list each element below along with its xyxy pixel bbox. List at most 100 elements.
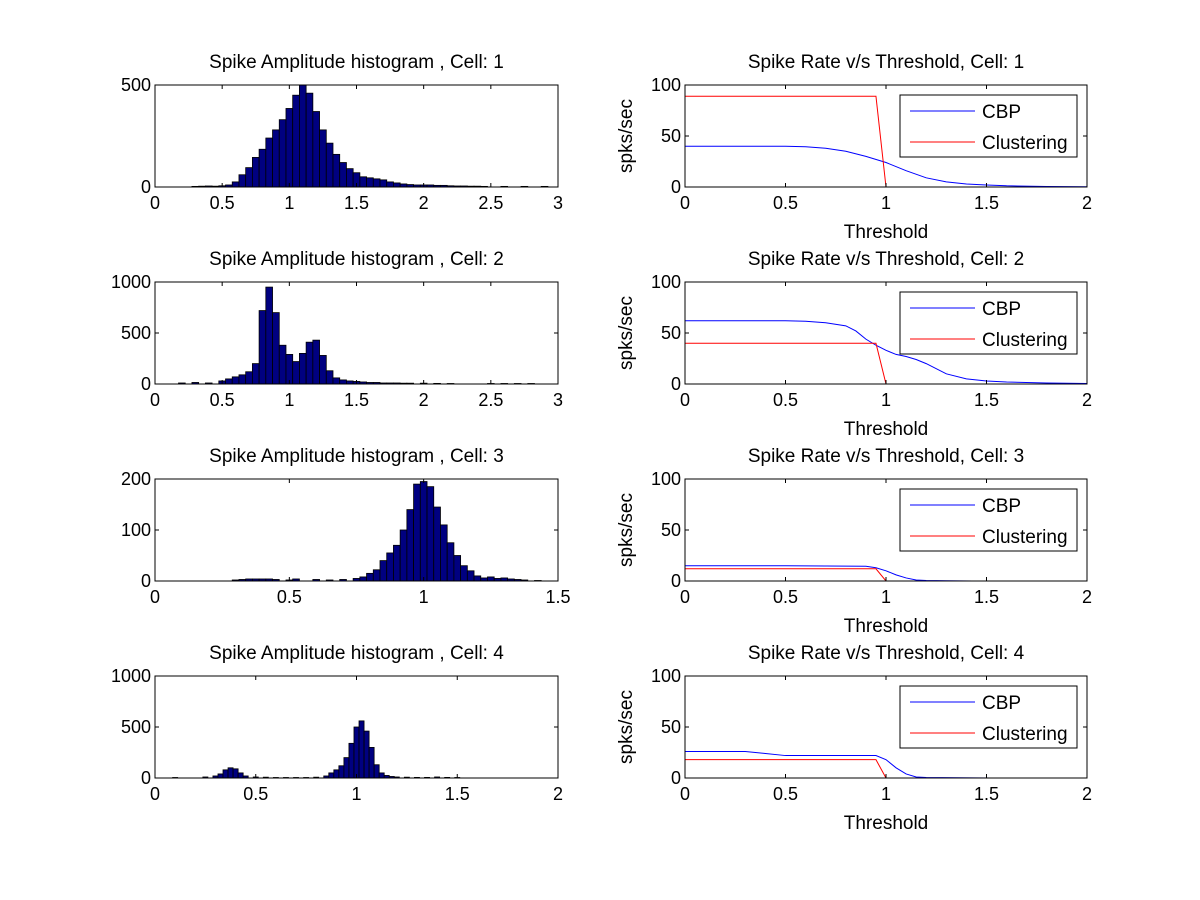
histogram-bar	[238, 174, 247, 187]
histogram-bar	[278, 119, 287, 187]
histogram-bar	[413, 483, 421, 581]
x-tick-label: 0.5	[243, 784, 268, 804]
histogram-bar	[245, 371, 253, 384]
x-tick-label: 2	[419, 390, 429, 410]
x-tick-label: 1.5	[974, 193, 999, 213]
x-tick-label: 0	[150, 587, 160, 607]
legend-label-cbp: CBP	[982, 299, 1021, 320]
x-tick-label: 0	[680, 193, 690, 213]
histogram-bar	[204, 382, 213, 384]
chart-title: Spike Rate v/s Threshold, Cell: 4	[748, 643, 1025, 664]
histogram-bar	[460, 565, 468, 581]
x-tick-label: 1	[419, 587, 429, 607]
histogram-bar	[406, 509, 415, 581]
histogram-bar	[319, 355, 327, 384]
y-tick-label: 1000	[111, 272, 151, 292]
histogram-bar	[231, 376, 240, 384]
histogram-bar	[440, 524, 448, 581]
x-tick-label: 0	[680, 587, 690, 607]
histogram-bar	[368, 747, 375, 778]
hist-cell-3: 0 0.5 1 1.5 0 100 200 Spike Amplitude histogram…	[121, 446, 571, 607]
histogram-bar	[379, 179, 388, 187]
histogram-bar	[222, 769, 229, 778]
histogram-bar	[363, 730, 370, 778]
x-tick-label: 0	[680, 390, 690, 410]
histogram-bar	[278, 344, 287, 384]
histogram-bar	[466, 570, 475, 581]
histogram-bar	[299, 85, 307, 187]
histogram-bar	[419, 481, 428, 581]
y-axis-label: spks/sec	[616, 493, 637, 567]
chart-title: Spike Rate v/s Threshold, Cell: 3	[748, 446, 1024, 467]
x-tick-label: 0.5	[210, 390, 235, 410]
legend-label-clustering: Clustering	[982, 527, 1068, 548]
y-tick-label: 100	[651, 469, 681, 489]
plot-area	[155, 85, 558, 187]
x-tick-label: 2	[1082, 193, 1092, 213]
legend-box	[899, 94, 1078, 158]
x-tick-label: 2.5	[478, 390, 503, 410]
histogram-bar	[353, 726, 360, 778]
histogram-bar	[305, 341, 314, 384]
y-axis-label: spks/sec	[616, 690, 637, 764]
histogram-bar	[242, 775, 249, 778]
histogram-bar	[217, 773, 224, 778]
legend: CBP Clustering	[899, 685, 1078, 749]
histogram-bar	[338, 765, 345, 778]
histogram-bar	[312, 339, 320, 384]
chart-title: Spike Rate v/s Threshold, Cell: 1	[748, 52, 1024, 73]
x-tick-label: 1	[881, 390, 891, 410]
histogram-bar	[487, 576, 495, 581]
y-tick-label: 50	[661, 323, 681, 343]
x-tick-label: 2	[1082, 587, 1092, 607]
histogram-bar	[332, 377, 341, 384]
data-layer	[178, 286, 535, 384]
x-tick-label: 3	[553, 390, 563, 410]
x-tick-label: 1.5	[344, 193, 369, 213]
histogram-bar	[426, 486, 435, 581]
series-line-clustering	[685, 759, 887, 778]
chart-title: Spike Amplitude histogram , Cell: 3	[209, 446, 504, 467]
histogram-bar	[366, 572, 374, 581]
histogram-bar	[372, 178, 381, 187]
histogram-bar	[328, 772, 335, 778]
hist-cell-2: 0 0.5 1 1.5 2 2.5 3 0 500 1000 Spike Amplitude his…	[111, 249, 563, 410]
legend-box	[899, 291, 1078, 355]
histogram-bar	[272, 312, 280, 384]
histogram-bar	[359, 576, 367, 581]
histogram-bar	[473, 575, 482, 581]
y-tick-label: 500	[121, 75, 151, 95]
y-tick-label: 0	[141, 374, 151, 394]
x-tick-label: 0.5	[210, 193, 235, 213]
histogram-bar	[251, 363, 260, 384]
rate-cell-1: 0 0.5 1 1.5 2 0 50 100 Spike Rate v/s Threshold,…	[616, 52, 1092, 243]
histogram-bar	[343, 757, 350, 778]
histogram-bar	[339, 379, 347, 384]
histogram-bar	[251, 157, 260, 187]
histogram-bar	[378, 772, 385, 778]
histogram-bar	[358, 720, 365, 778]
plot-area	[155, 479, 558, 581]
data-layer	[685, 95, 1087, 187]
x-tick-label: 1.5	[974, 390, 999, 410]
x-axis-label: Threshold	[844, 616, 929, 637]
x-tick-label: 3	[553, 193, 563, 213]
x-tick-label: 1	[284, 193, 294, 213]
y-tick-label: 500	[121, 323, 151, 343]
histogram-bar	[305, 92, 314, 187]
y-tick-label: 1000	[111, 666, 151, 686]
histogram-bar	[237, 772, 244, 778]
histogram-bar	[333, 769, 340, 778]
x-tick-label: 2	[1082, 784, 1092, 804]
x-tick-label: 2	[419, 193, 429, 213]
histogram-bar	[191, 382, 200, 384]
x-tick-label: 0	[680, 784, 690, 804]
x-tick-label: 1.5	[974, 784, 999, 804]
legend-box	[899, 685, 1078, 749]
histogram-bar	[393, 544, 401, 581]
histogram-bar	[319, 129, 327, 187]
histogram-bar	[285, 108, 294, 187]
histogram-bar	[379, 560, 388, 581]
histogram-bar	[245, 167, 253, 187]
